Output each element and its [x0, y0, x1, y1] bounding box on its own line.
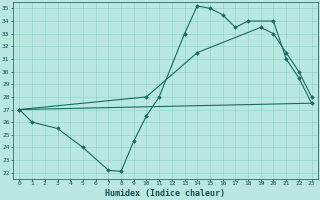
- X-axis label: Humidex (Indice chaleur): Humidex (Indice chaleur): [106, 189, 226, 198]
